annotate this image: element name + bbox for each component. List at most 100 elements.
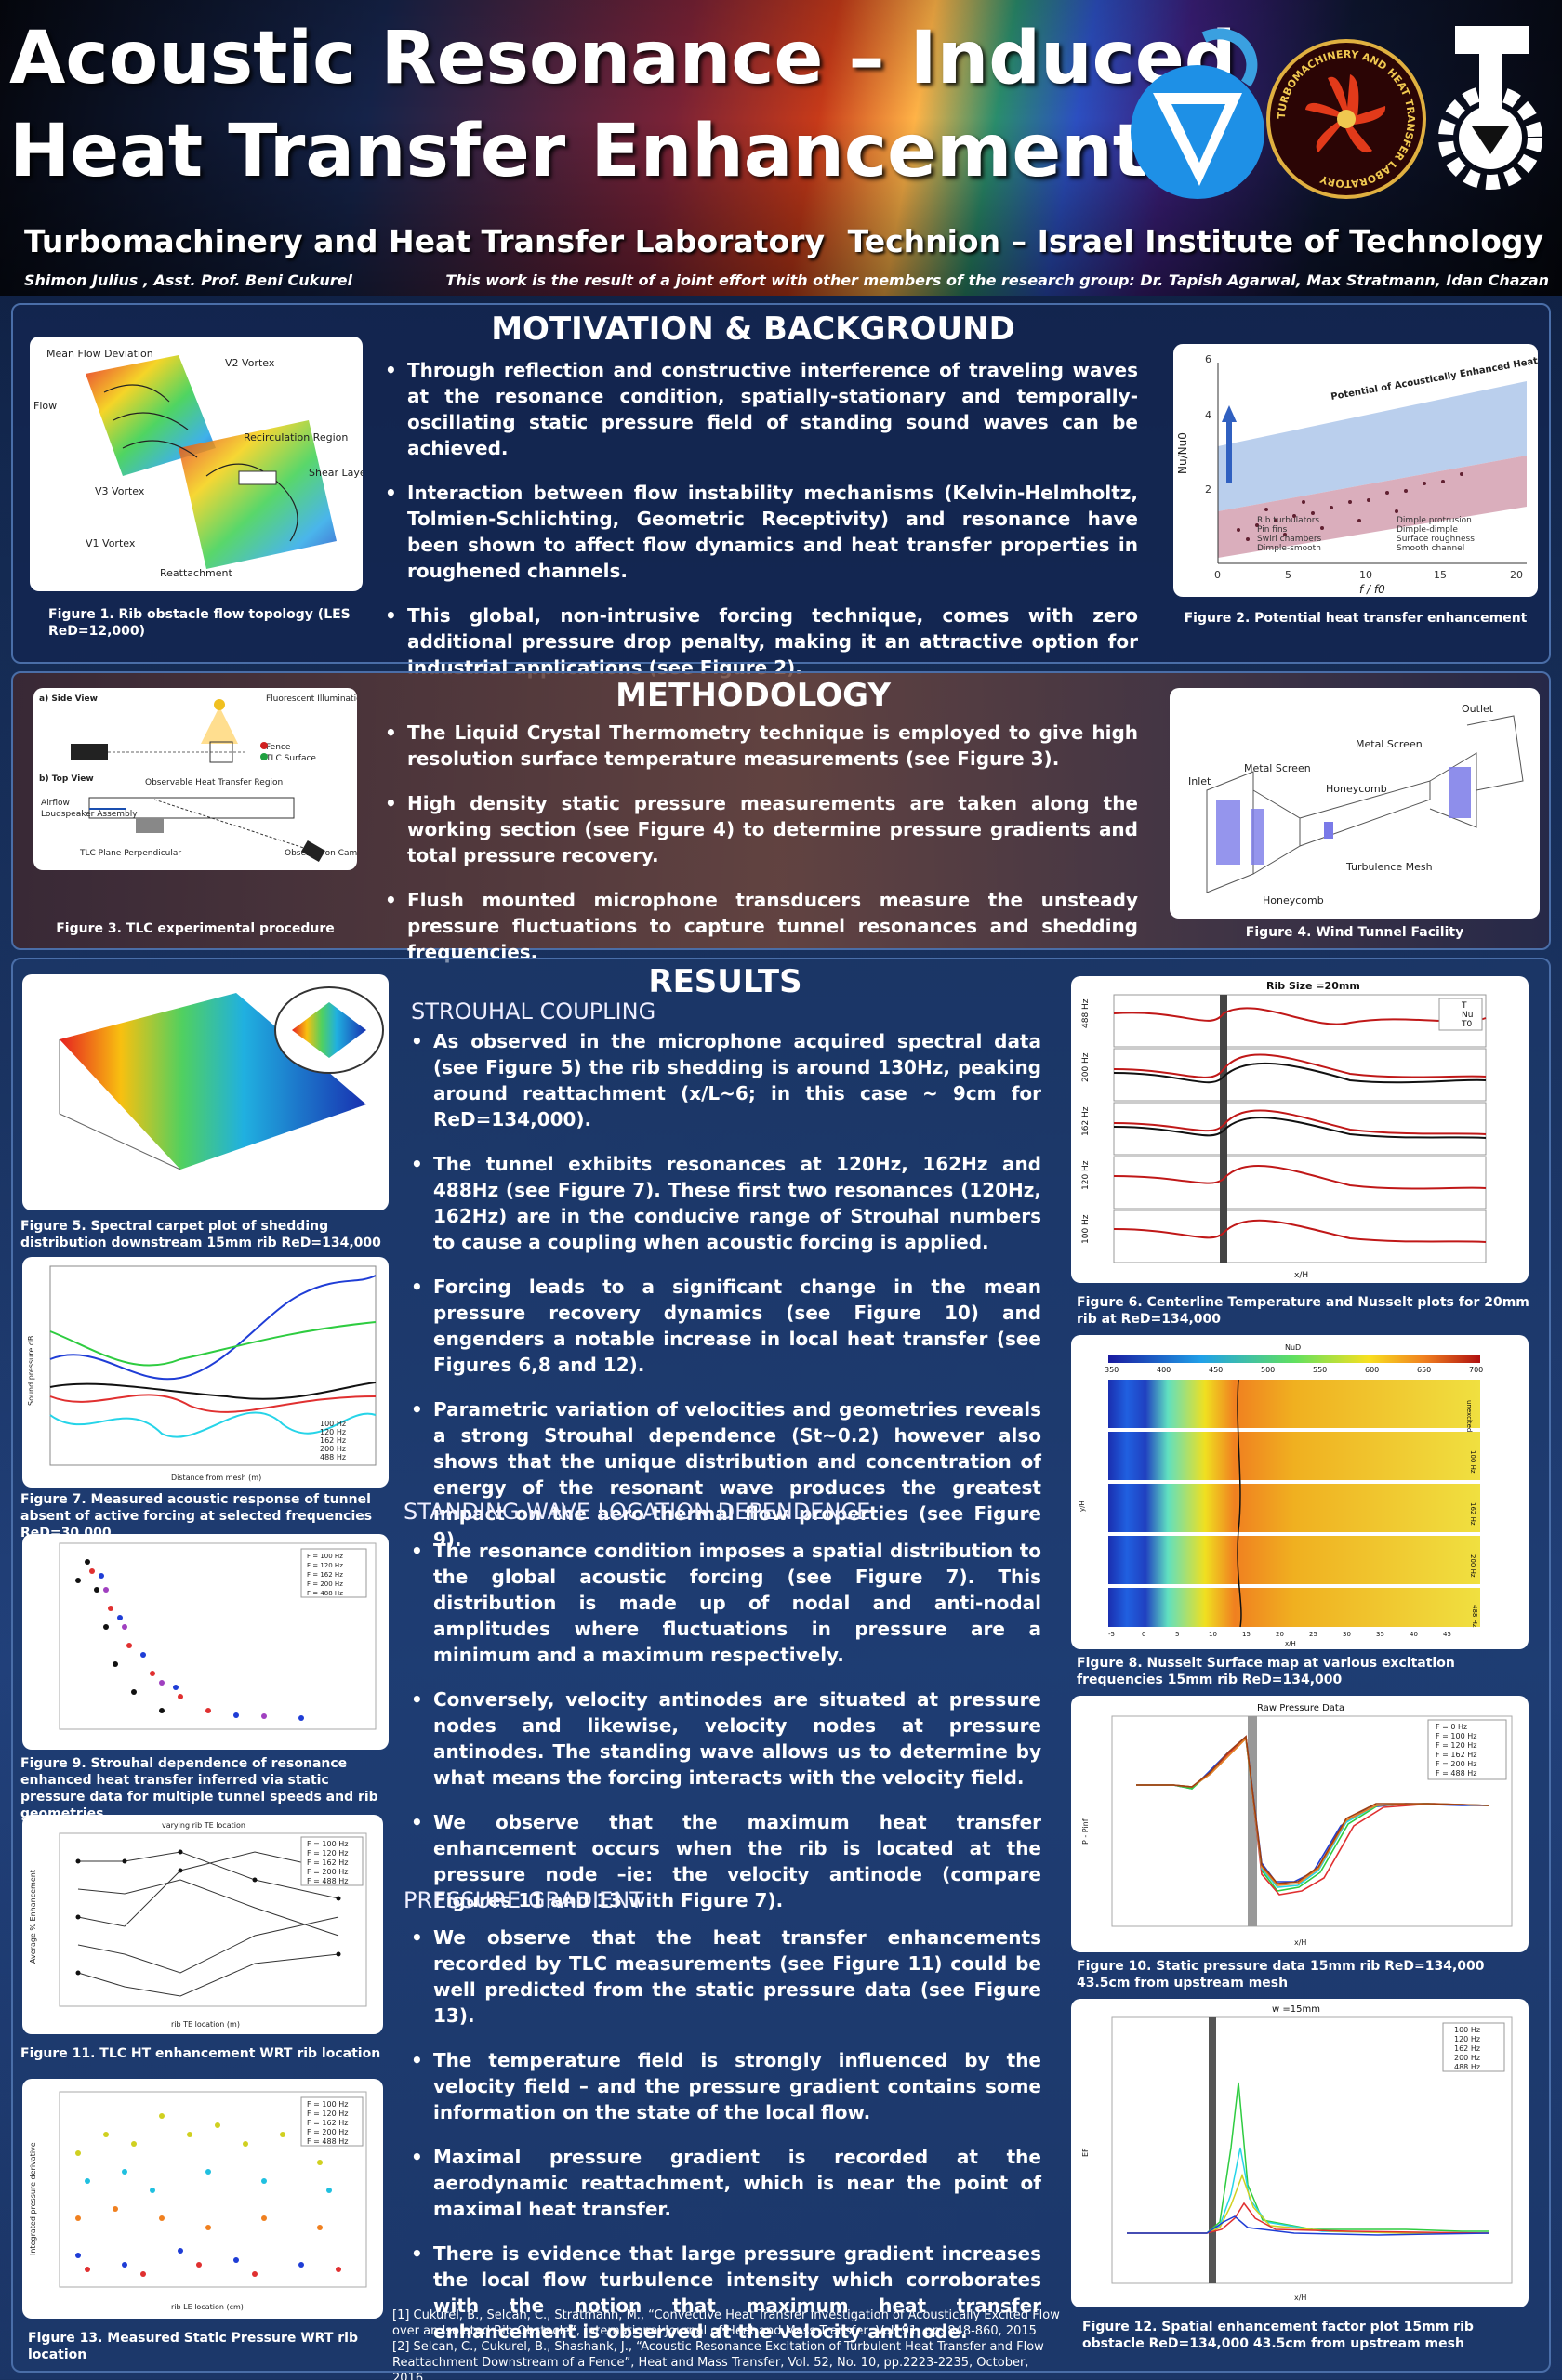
svg-text:Swirl chambers: Swirl chambers [1257, 535, 1322, 544]
figure-5-spectral-carpet [22, 974, 389, 1210]
figure-10-caption: Figure 10. Static pressure data 15mm rib… [1077, 1959, 1485, 1990]
svg-text:10: 10 [1209, 1631, 1217, 1638]
strouhal-bullet: As observed in the microphone acquired s… [409, 1028, 1041, 1132]
svg-text:35: 35 [1376, 1631, 1384, 1638]
svg-text:F = 120 Hz: F = 120 Hz [307, 2109, 348, 2118]
svg-text:Dimple-dimple: Dimple-dimple [1397, 525, 1458, 535]
figure-6-temp-nusselt: Rib Size =20mm 488 Hz 200 Hz 162 Hz 120 … [1071, 976, 1529, 1283]
standing-wave-bullets: The resonance condition imposes a spatia… [409, 1538, 1041, 1932]
figure-5-drawing [59, 986, 384, 1170]
svg-text:F = 120 Hz: F = 120 Hz [307, 1849, 348, 1858]
svg-text:Airflow: Airflow [41, 799, 70, 808]
svg-text:100 Hz: 100 Hz [1454, 2026, 1480, 2034]
pressure-gradient-bullet: Maximal pressure gradient is recorded at… [409, 2144, 1041, 2222]
figure-12-caption: Figure 12. Spatial enhancement factor pl… [1082, 2320, 1474, 2351]
standing-wave-bullet: We observe that the maximum heat transfe… [409, 1809, 1041, 1913]
svg-text:5: 5 [1285, 569, 1291, 581]
pressure-gradient-heading: PRESSURE GRADIENT [404, 1887, 643, 1913]
svg-text:Dimple-smooth: Dimple-smooth [1257, 544, 1321, 553]
svg-text:6: 6 [1205, 353, 1211, 365]
fig2-ylabel: Nu/Nu0 [1176, 432, 1189, 474]
svg-text:Fluorescent Illumination: Fluorescent Illumination [266, 694, 357, 704]
svg-text:488 Hz: 488 Hz [320, 1453, 346, 1461]
svg-text:162 Hz: 162 Hz [1454, 2044, 1480, 2053]
motivation-bullet: This global, non-intrusive forcing techn… [383, 602, 1138, 681]
joint-effort-note: This work is the result of a joint effor… [445, 271, 1549, 289]
strouhal-bullet: Parametric variation of velocities and g… [409, 1396, 1041, 1553]
motivation-title: MOTIVATION & BACKGROUND [491, 311, 1015, 348]
svg-text:F = 488 Hz: F = 488 Hz [1436, 1769, 1476, 1778]
svg-text:400: 400 [1157, 1366, 1171, 1374]
svg-text:F = 200 Hz: F = 200 Hz [307, 1868, 348, 1876]
svg-text:15: 15 [1434, 569, 1447, 581]
figure-12-enhancement-factor: w =15mm 100 Hz 120 Hz 162 Hz 200 Hz 488 Hz… [1071, 1999, 1529, 2307]
fig2-xlabel: f / f0 [1359, 583, 1385, 596]
figure-9-chart: F = 100 Hz F = 120 Hz F = 162 HzF = 200 H… [59, 1542, 377, 1730]
fig1-label: V3 Vortex [95, 485, 145, 497]
svg-text:varying rib TE location: varying rib TE location [162, 1821, 245, 1830]
figure-13-static-pressure: F = 100 Hz F = 120 Hz F = 162 Hz F = 200 H… [22, 2079, 383, 2319]
svg-text:162 Hz: 162 Hz [320, 1436, 346, 1445]
figure-10-static-pressure: Raw Pressure Data F = 0 Hz F = 100 Hz F =… [1071, 1696, 1529, 1952]
svg-text:F = 200 Hz: F = 200 Hz [307, 2128, 348, 2136]
svg-text:Observable Heat Transfer Regio: Observable Heat Transfer Region [145, 778, 283, 787]
svg-text:25: 25 [1309, 1631, 1317, 1638]
pressure-gradient-bullet: The temperature field is strongly influe… [409, 2047, 1041, 2125]
technion-gear-logo [1438, 26, 1542, 190]
references: [1] Cukurel, B., Selcan, C., Stratmann, … [392, 2307, 1062, 2380]
svg-text:Nu: Nu [1462, 1011, 1473, 1020]
svg-text:5: 5 [1175, 1631, 1179, 1638]
methodology-title: METHODOLOGY [616, 677, 891, 714]
svg-text:Honeycomb: Honeycomb [1326, 783, 1387, 795]
svg-text:Honeycomb: Honeycomb [1263, 894, 1324, 906]
methodology-bullets: The Liquid Crystal Thermometry technique… [383, 720, 1138, 984]
methodology-bullet: High density static pressure measurement… [383, 790, 1138, 868]
poster-title-line2: Heat Transfer Enhancement [9, 110, 1148, 193]
svg-text:x/H: x/H [1285, 1640, 1296, 1647]
svg-text:Turbulence Mesh: Turbulence Mesh [1345, 861, 1433, 873]
figure-4-wind-tunnel: Outlet Metal Screen Inlet Metal Screen H… [1170, 688, 1540, 919]
methodology-bullet: Flush mounted microphone transducers mea… [383, 887, 1138, 965]
svg-text:Rib turbulators: Rib turbulators [1257, 516, 1319, 525]
svg-text:EF: EF [1081, 2148, 1090, 2157]
motivation-bullet: Interaction between flow instability mec… [383, 480, 1138, 584]
svg-text:100 Hz: 100 Hz [320, 1420, 346, 1428]
fig1-label: Reattachment [160, 567, 232, 579]
figure-4-drawing: Outlet Metal Screen Inlet Metal Screen H… [1188, 703, 1524, 906]
reference-1: [1] Cukurel, B., Selcan, C., Stratmann, … [392, 2308, 1060, 2338]
svg-text:F = 120 Hz: F = 120 Hz [307, 1562, 343, 1569]
svg-text:x/H: x/H [1294, 2294, 1306, 2302]
figure-1-caption: Figure 1. Rib obstacle flow topology (LE… [48, 607, 351, 639]
svg-text:120 Hz: 120 Hz [320, 1428, 346, 1436]
figure-7-caption: Figure 7. Measured acoustic response of … [20, 1492, 373, 1540]
figure-5-caption: Figure 5. Spectral carpet plot of sheddi… [20, 1219, 381, 1250]
figure-6-caption: Figure 6. Centerline Temperature and Nus… [1077, 1295, 1529, 1327]
lab-name: Turbomachinery and Heat Transfer Laborat… [24, 223, 825, 259]
svg-text:4: 4 [1205, 409, 1211, 421]
svg-text:488 Hz: 488 Hz [1081, 998, 1091, 1028]
fig1-label: Mean Flow Deviation [46, 348, 153, 360]
svg-text:20: 20 [1276, 1631, 1284, 1638]
svg-text:F = 100 Hz: F = 100 Hz [307, 1553, 343, 1560]
svg-text:Metal Screen: Metal Screen [1244, 762, 1311, 774]
svg-text:TLC Plane Perpendicular: TLC Plane Perpendicular [79, 849, 181, 858]
fig1-label: V1 Vortex [86, 537, 136, 549]
figure-8-chart: NuD 350 400 450 500 550 600 650 700 unexcite… [1079, 1343, 1483, 1647]
standing-wave-bullet: Conversely, velocity antinodes are situa… [409, 1686, 1041, 1791]
svg-text:100 Hz: 100 Hz [1469, 1450, 1476, 1474]
figure-11-tlc-enhancement: varying rib TE location F = 100 Hz F = 12… [22, 1815, 383, 2034]
figure-2-caption: Figure 2. Potential heat transfer enhanc… [1184, 611, 1528, 626]
svg-text:488 Hz: 488 Hz [1454, 2063, 1480, 2071]
figure-13-chart: F = 100 HzF = 120 Hz F = 162 HzF = 200 H… [29, 2091, 367, 2311]
svg-text:Average % Enhancement: Average % Enhancement [29, 1870, 37, 1964]
svg-text:F = 162 Hz: F = 162 Hz [307, 1858, 348, 1867]
results-title: RESULTS [648, 963, 802, 1000]
figure-7-acoustic-response: 100 Hz 120 Hz 162 Hz 200 Hz 488 Hz Distanc… [22, 1257, 389, 1488]
svg-text:Rib Size =20mm: Rib Size =20mm [1266, 980, 1360, 992]
svg-text:10: 10 [1359, 569, 1372, 581]
svg-text:40: 40 [1410, 1631, 1418, 1638]
svg-text:T0: T0 [1461, 1020, 1472, 1029]
